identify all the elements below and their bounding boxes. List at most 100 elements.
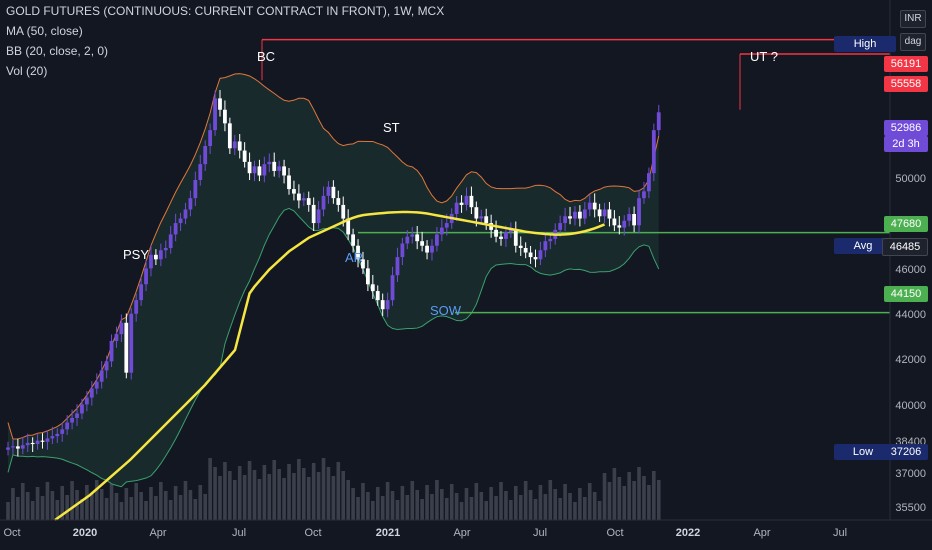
volume-bar	[454, 493, 459, 520]
volume-bar	[356, 497, 360, 520]
candle-body	[25, 442, 30, 446]
volume-bar	[612, 468, 617, 520]
candle-body	[213, 98, 217, 131]
candle-body	[597, 209, 602, 217]
candle-body	[188, 198, 193, 210]
volume-bar	[277, 469, 281, 520]
candle-body	[568, 216, 572, 219]
candle-body	[513, 229, 518, 246]
candle-body	[543, 241, 548, 251]
volume-bar	[302, 468, 306, 520]
indicator-ma[interactable]: MA (50, close)	[6, 24, 83, 38]
candle-body	[30, 442, 35, 445]
volume-bar	[208, 458, 212, 520]
time-tick-label: Jul	[532, 527, 548, 539]
candle-body	[272, 161, 277, 171]
volume-bar	[607, 482, 612, 520]
candle-body	[178, 218, 183, 224]
indicator-vol[interactable]: Vol (20)	[6, 64, 48, 78]
candle-body	[577, 211, 582, 219]
candle-body	[326, 186, 331, 196]
currency-button[interactable]: INR	[900, 10, 926, 28]
candle-body	[149, 254, 153, 269]
candle-body	[252, 166, 257, 174]
candle-body	[232, 141, 237, 149]
candle-body	[439, 227, 444, 235]
time-tick-label: Oct	[3, 527, 21, 539]
volume-bar	[331, 476, 336, 520]
candle-body	[385, 300, 390, 310]
ma-line	[54, 210, 606, 522]
volume-bar	[504, 491, 508, 520]
indicator-bb[interactable]: BB (20, close, 2, 0)	[6, 44, 109, 58]
volume-bar	[50, 491, 55, 520]
candle-body	[563, 216, 567, 224]
candle-body	[45, 438, 50, 442]
candle-body	[218, 98, 222, 110]
volume-bar	[592, 492, 597, 520]
candle-body	[425, 245, 429, 253]
volume-bar	[228, 471, 232, 520]
candle-body	[647, 173, 651, 192]
candle-body	[198, 164, 203, 180]
level-55558-tag: 55558	[884, 76, 928, 92]
candle-body	[292, 189, 296, 194]
candle-body	[267, 161, 272, 165]
volume-bar	[203, 494, 207, 520]
volume-bar	[351, 488, 355, 520]
candle-body	[494, 229, 498, 237]
candle-body	[454, 202, 459, 214]
volume-bar	[627, 472, 631, 520]
volume-bar	[558, 498, 562, 520]
price-tick-label: 46000	[895, 263, 926, 276]
volume-bar	[188, 490, 193, 520]
scale-button[interactable]: dag	[900, 33, 926, 51]
volume-bar	[587, 483, 592, 520]
level-47680-tag: 47680	[884, 216, 928, 232]
volume-bar	[104, 498, 109, 520]
candle-body	[124, 322, 129, 373]
candle-body	[80, 404, 84, 414]
volume-bar	[361, 483, 365, 520]
candle-body	[651, 130, 656, 174]
candle-body	[587, 202, 592, 210]
volume-bar	[385, 482, 390, 520]
candle-body	[642, 191, 646, 199]
candle-body	[602, 209, 607, 217]
volume-bar	[326, 467, 331, 520]
volume-bar	[494, 496, 498, 520]
candle-body	[301, 198, 306, 201]
volume-bar	[637, 467, 641, 520]
volume-bar	[292, 473, 296, 520]
volume-bar	[306, 477, 311, 520]
time-tick-label: Jul	[231, 527, 247, 539]
candle-body	[35, 440, 40, 445]
candle-body	[346, 218, 351, 235]
candle-body	[193, 180, 198, 199]
candle-body	[282, 166, 286, 176]
candle-body	[508, 229, 513, 233]
candle-body	[582, 209, 587, 219]
volume-bar	[80, 499, 84, 520]
candle-body	[523, 248, 528, 253]
volume-bar	[568, 493, 572, 520]
candle-body	[287, 175, 291, 190]
candle-body	[504, 232, 508, 239]
candle-body	[617, 225, 622, 228]
volume-bar	[440, 489, 444, 520]
volume-bar	[474, 483, 479, 520]
volume-bar	[578, 488, 582, 520]
volume-bar	[16, 497, 20, 520]
candle-body	[89, 388, 94, 398]
candle-body	[173, 223, 178, 235]
candle-body	[40, 440, 45, 442]
candle-body	[351, 234, 355, 246]
volume-bar	[45, 482, 50, 520]
time-tick-label: 2021	[375, 527, 401, 539]
volume-bar	[144, 501, 148, 520]
volume-bar	[114, 493, 119, 520]
candle-body	[395, 257, 400, 276]
volume-bar	[375, 487, 380, 520]
